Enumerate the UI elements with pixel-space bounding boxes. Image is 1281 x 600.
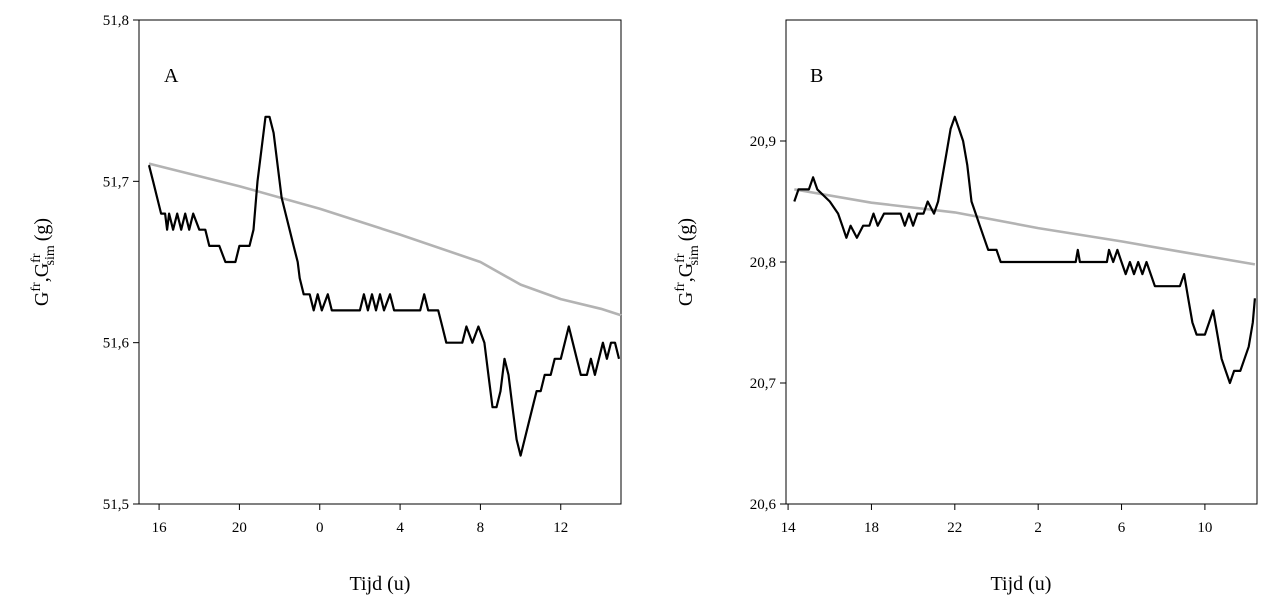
y-tick-label: 20,7 [750, 376, 777, 392]
y-tick-label: 20,8 [750, 255, 776, 271]
x-tick-label: 8 [477, 520, 485, 536]
y-tick-label: 20,9 [750, 134, 776, 150]
x-axis-label: Tijd (u) [991, 573, 1052, 595]
y-axis-label: Gfr,Gfrsim(g) [673, 218, 702, 306]
panel-label: B [810, 65, 823, 87]
series-line-simulated [794, 188, 1256, 266]
plot-frame [138, 19, 622, 505]
series-line-simulated [148, 162, 622, 317]
x-tick-label: 6 [1118, 520, 1126, 536]
panel-label: A [164, 65, 179, 87]
y-tick-label: 51,5 [103, 497, 129, 513]
x-axis-label: Tijd (u) [350, 573, 411, 595]
series-line-measured [793, 115, 1256, 385]
chart-panel-b: B 20,620,720,820,9 14 18 22 2 6 10 Tijd (u) G… [673, 19, 1258, 595]
x-tick-label: 10 [1197, 520, 1212, 536]
chart-panel-a: A 51,5 51,6 51,7 51,8 16 20 0 4 8 12 Tijd (u) Gf… [29, 13, 622, 595]
y-axis-label: Gfr,Gfrsim(g) [29, 218, 58, 306]
x-tick-label: 14 [781, 520, 797, 536]
x-tick-label: 0 [316, 520, 324, 536]
x-tick-label: 16 [152, 520, 168, 536]
x-tick-label: 12 [553, 520, 568, 536]
y-tick-label: 51,7 [103, 174, 130, 190]
series-line-measured [147, 115, 621, 457]
x-tick-label: 4 [396, 520, 404, 536]
x-tick-label: 22 [947, 520, 962, 536]
x-tick-label: 2 [1034, 520, 1042, 536]
y-tick-label: 51,8 [103, 13, 129, 29]
x-tick-label: 18 [864, 520, 879, 536]
y-tick-label: 51,6 [103, 336, 130, 352]
x-tick-label: 20 [232, 520, 247, 536]
y-tick-label: 20,6 [750, 497, 777, 513]
